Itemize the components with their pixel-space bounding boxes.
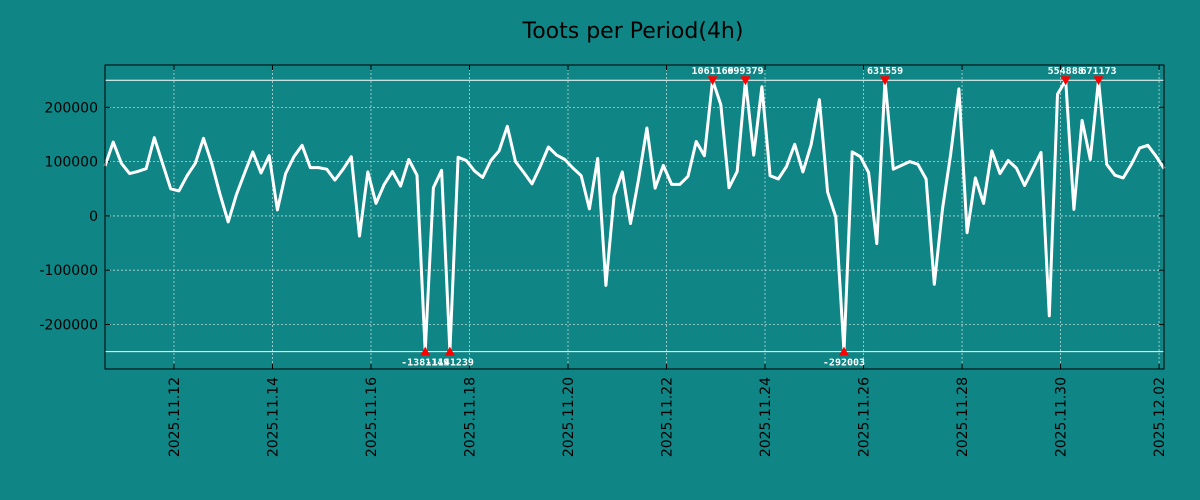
- x-tick-label: 2025.11.12: [167, 377, 183, 457]
- x-axis: 2025.11.12 2025.11.14 2025.11.16 2025.11.18…: [167, 65, 1168, 457]
- x-tick-label: 2025.11.30: [1054, 377, 1070, 457]
- outlier-label: -1381149: [401, 358, 449, 369]
- y-tick-label: 0: [89, 209, 98, 225]
- x-tick-label: 2025.11.28: [955, 377, 971, 457]
- outlier-label: 554888: [1048, 66, 1084, 77]
- series-line-toots: [103, 78, 1166, 354]
- outlier-label: -1141239: [426, 358, 474, 369]
- y-tick-label: -200000: [40, 317, 99, 333]
- x-tick-label: 2025.11.14: [265, 377, 281, 457]
- series-group: [103, 64, 1166, 370]
- outlier-label: 631559: [867, 66, 903, 77]
- outlier-label: -292003: [823, 358, 865, 369]
- outlier-marker: [1093, 76, 1104, 86]
- chart-title: Toots per Period(4h): [522, 19, 744, 44]
- outlier-marker: [707, 76, 718, 86]
- x-tick-label: 2025.11.24: [758, 377, 774, 457]
- y-axis: 200000 100000 0 -100000 -200000: [40, 100, 1164, 333]
- y-tick-label: 100000: [45, 155, 98, 171]
- outlier-marker: [880, 76, 891, 86]
- outlier-marker: [1060, 76, 1071, 86]
- x-tick-label: 2025.11.26: [857, 377, 873, 457]
- y-tick-label: 200000: [45, 100, 98, 116]
- outlier-label: 671173: [1080, 66, 1116, 77]
- outlier-label: 1061169: [692, 66, 734, 77]
- x-tick-label: 2025.11.22: [660, 377, 676, 457]
- outlier-marker: [838, 346, 849, 356]
- plot-border: [104, 64, 1165, 370]
- x-tick-label: 2025.12.02: [1152, 377, 1168, 457]
- outlier-marker: [444, 346, 455, 356]
- outlier-marker: [420, 346, 431, 356]
- y-tick-label: -100000: [40, 263, 99, 279]
- outlier-marker: [740, 76, 751, 86]
- plot-area: [104, 64, 1165, 370]
- grid-lines: [105, 65, 1164, 369]
- clip-lines: [105, 79, 1164, 353]
- outlier-label: 699379: [727, 66, 763, 77]
- x-tick-label: 2025.11.16: [364, 377, 380, 457]
- x-tick-label: 2025.11.20: [561, 377, 577, 457]
- x-tick-label: 2025.11.18: [462, 377, 478, 457]
